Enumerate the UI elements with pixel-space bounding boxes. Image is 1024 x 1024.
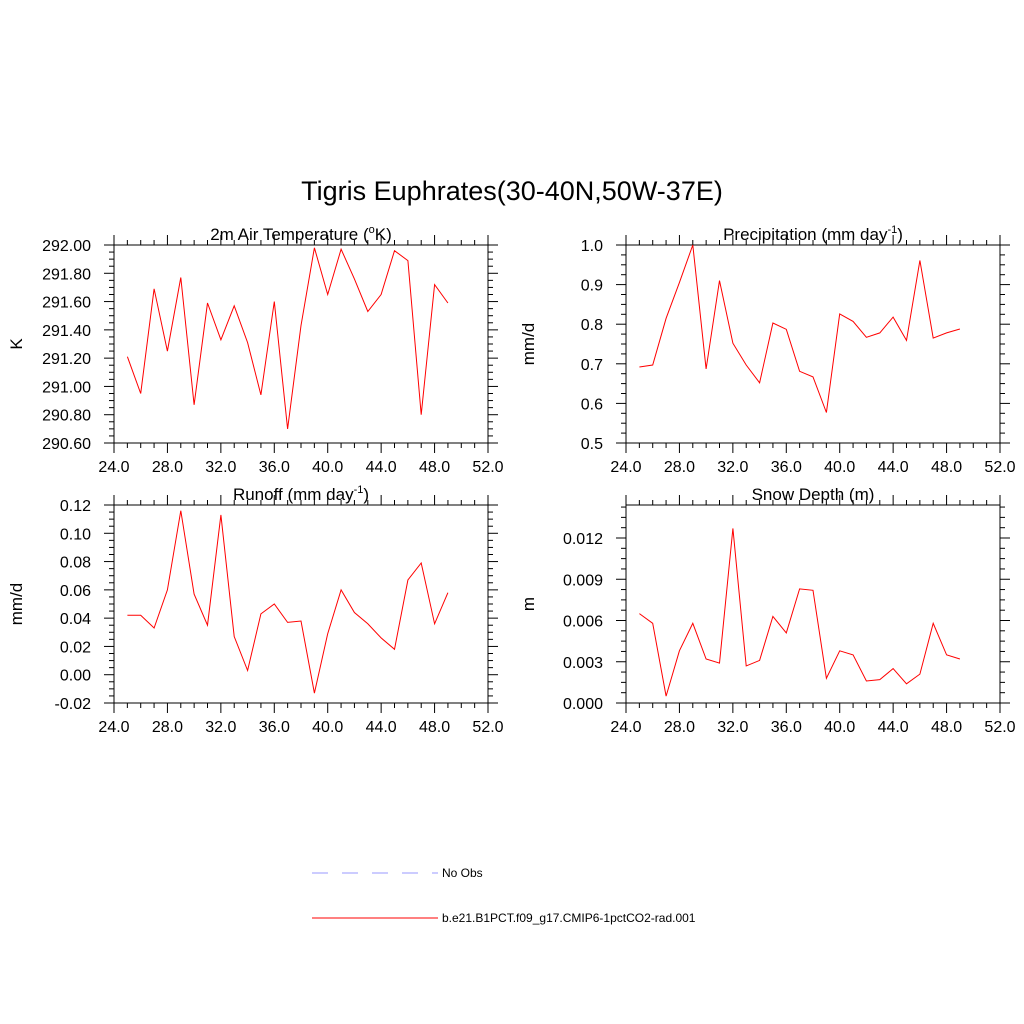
y-tick-label: 292.00 xyxy=(42,238,91,255)
y-tick-label: 291.80 xyxy=(42,266,91,283)
y-tick-label: 0.10 xyxy=(60,526,91,543)
panel-title-suffix: ) xyxy=(363,485,369,504)
y-axis-label: K xyxy=(7,338,26,350)
x-tick-label: 40.0 xyxy=(312,719,343,736)
panel-3: Runoff (mm day-1) mm/d 24.0 28.0 32.0 36.0 40.… xyxy=(7,484,504,736)
y-tick-label: 0.06 xyxy=(60,583,91,600)
x-tick-label: 28.0 xyxy=(664,719,695,736)
panel-2: Precipitation (mm day-1) mm/d 24.0 28.0 32.0… xyxy=(519,224,1016,476)
x-tick-label: 28.0 xyxy=(664,459,695,476)
y-tick-label: 0.000 xyxy=(563,696,603,713)
x-tick-label: 28.0 xyxy=(152,459,183,476)
series-line-1 xyxy=(126,247,449,429)
x-tick-label: 44.0 xyxy=(366,459,397,476)
y-tick-label: 291.20 xyxy=(42,351,91,368)
x-tick-label: 40.0 xyxy=(312,459,343,476)
y-tick-label: 0.006 xyxy=(563,614,603,631)
x-tick-label: 36.0 xyxy=(771,459,802,476)
y-tick-label: 0.9 xyxy=(581,278,603,295)
x-tick-label: 48.0 xyxy=(931,459,962,476)
x-tick-label: 48.0 xyxy=(931,719,962,736)
panel-title-text: Snow Depth (m) xyxy=(752,485,875,504)
y-tick-label: 0.08 xyxy=(60,555,91,572)
x-tick-label: 24.0 xyxy=(98,459,129,476)
series-line-1 xyxy=(639,528,961,697)
x-tick-label: 44.0 xyxy=(878,719,909,736)
y-axis-label: mm/d xyxy=(519,323,538,366)
y-tick-label: 0.7 xyxy=(581,357,603,374)
x-tick-label: 28.0 xyxy=(152,719,183,736)
y-tick-label: 0.012 xyxy=(563,531,603,548)
panel-title: 2m Air Temperature (oK) xyxy=(210,224,392,244)
panel-title-suffix: K) xyxy=(375,225,392,244)
y-tick-label: 0.6 xyxy=(581,396,603,413)
x-tick-label: 24.0 xyxy=(98,719,129,736)
figure-title: Tigris Euphrates(30-40N,50W-37E) xyxy=(301,176,723,206)
panel-title-text: Precipitation (mm day xyxy=(723,225,888,244)
legend-model-label: b.e21.B1PCT.f09_g17.CMIP6-1pctCO2-rad.00… xyxy=(442,911,696,925)
x-tick-label: 52.0 xyxy=(472,719,503,736)
plot-frame xyxy=(113,504,489,704)
legend: No Obs b.e21.B1PCT.f09_g17.CMIP6-1pctCO2… xyxy=(312,866,696,925)
x-tick-label: 32.0 xyxy=(717,459,748,476)
panel-title: Runoff (mm day-1) xyxy=(233,484,369,504)
y-tick-label: 291.60 xyxy=(42,295,91,312)
y-tick-label: 0.5 xyxy=(581,436,603,453)
panels: 2m Air Temperature (oK) K 24.0 28.0 32.0 36.0… xyxy=(7,224,1016,736)
x-tick-label: 52.0 xyxy=(984,459,1015,476)
x-tick-label: 36.0 xyxy=(259,459,290,476)
x-tick-label: 52.0 xyxy=(472,459,503,476)
x-tick-label: 24.0 xyxy=(610,459,641,476)
x-tick-label: 24.0 xyxy=(610,719,641,736)
x-tick-label: 44.0 xyxy=(366,719,397,736)
y-tick-label: -0.02 xyxy=(55,696,92,713)
panel-title-superscript: -1 xyxy=(887,224,897,236)
series-line-1 xyxy=(127,510,449,694)
x-tick-label: 52.0 xyxy=(984,719,1015,736)
panel-title-text: Runoff (mm day xyxy=(233,485,354,504)
y-tick-label: 291.00 xyxy=(42,379,91,396)
y-tick-label: 0.003 xyxy=(563,655,603,672)
panel-4: Snow Depth (m) m 24.0 28.0 32.0 36.0 40.0 44.0 4… xyxy=(519,485,1016,736)
x-tick-label: 32.0 xyxy=(205,459,236,476)
y-tick-label: 0.02 xyxy=(60,639,91,656)
x-tick-label: 36.0 xyxy=(771,719,802,736)
y-tick-label: 0.009 xyxy=(563,572,603,589)
y-tick-label: 290.80 xyxy=(42,408,91,425)
panel-title: Precipitation (mm day-1) xyxy=(723,224,903,244)
panel-title-superscript: o xyxy=(369,224,375,236)
panel-1: 2m Air Temperature (oK) K 24.0 28.0 32.0 36.0… xyxy=(7,224,504,476)
plot-frame xyxy=(113,244,489,444)
x-tick-label: 32.0 xyxy=(205,719,236,736)
plot-frame xyxy=(625,504,1001,704)
y-tick-label: 0.12 xyxy=(60,498,91,515)
y-tick-label: 1.0 xyxy=(581,238,603,255)
x-tick-label: 40.0 xyxy=(824,719,855,736)
x-tick-label: 36.0 xyxy=(259,719,290,736)
x-tick-label: 48.0 xyxy=(419,459,450,476)
y-axis-label: m xyxy=(519,597,538,611)
legend-obs-label: No Obs xyxy=(442,866,483,880)
x-tick-label: 44.0 xyxy=(878,459,909,476)
series-line-1 xyxy=(639,244,961,413)
y-tick-label: 0.00 xyxy=(60,668,91,685)
y-tick-label: 290.60 xyxy=(42,436,91,453)
panel-title-text: 2m Air Temperature ( xyxy=(210,225,369,244)
y-tick-label: 0.8 xyxy=(581,317,603,334)
y-tick-label: 0.04 xyxy=(60,611,91,628)
y-axis-label: mm/d xyxy=(7,583,26,626)
x-tick-label: 48.0 xyxy=(419,719,450,736)
y-tick-label: 291.40 xyxy=(42,323,91,340)
x-tick-label: 40.0 xyxy=(824,459,855,476)
panel-title-suffix: ) xyxy=(897,225,903,244)
panel-title-superscript: -1 xyxy=(354,484,364,496)
panel-title: Snow Depth (m) xyxy=(752,485,875,504)
x-tick-label: 32.0 xyxy=(717,719,748,736)
